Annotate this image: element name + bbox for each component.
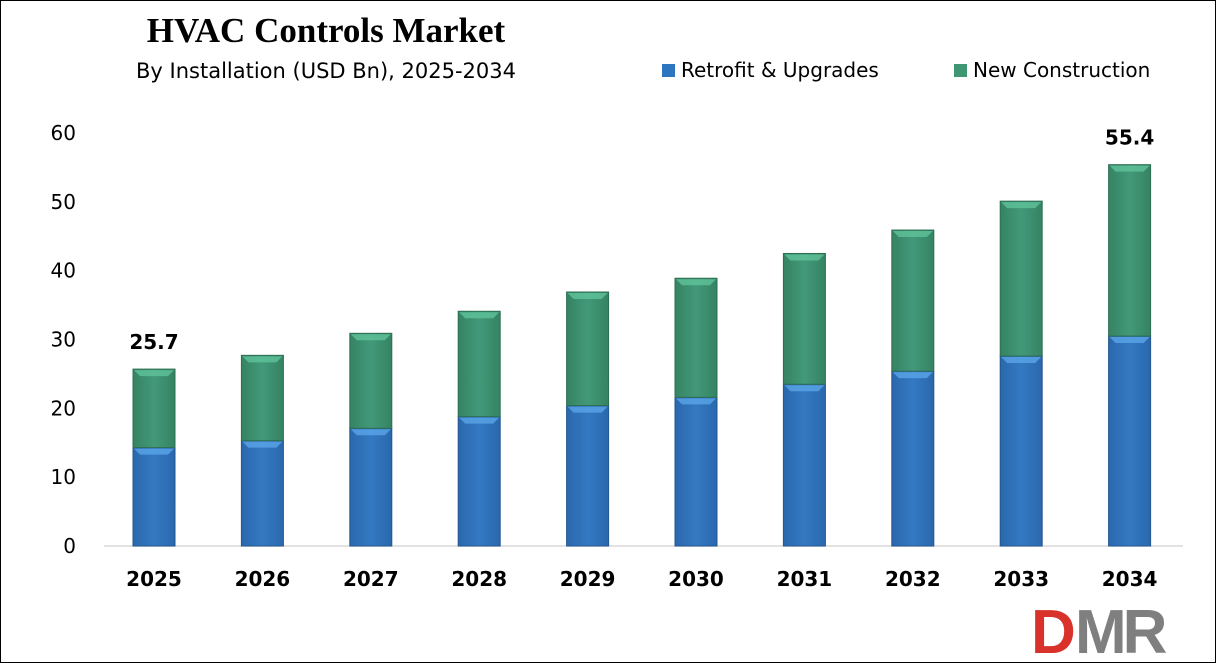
bar-retrofit-2029 [566,405,610,547]
legend-label-retrofit: Retrofit & Upgrades [681,58,879,82]
bar-bevel-2032 [892,372,933,379]
y-tick-label: 10 [51,465,76,489]
bar-bevel-2026 [242,356,283,363]
bar-new-construction-2025 [132,368,176,449]
svg-text:D: D [1031,598,1074,662]
bar-bevel-2032 [892,231,933,238]
y-tick-label: 0 [63,534,76,558]
bar-bevel-2028 [459,417,500,424]
bar-bevel-2034 [1109,165,1150,172]
bar-retrofit-2025 [132,447,176,547]
bar-bevel-2028 [459,312,500,319]
bar-bevel-2027 [350,334,391,341]
legend-swatch-retrofit [662,63,675,77]
bar-bevel-2029 [567,293,608,300]
bar-new-construction-2029 [566,291,610,407]
dmr-logo: D MR [1031,598,1171,662]
bar-bevel-2031 [784,385,825,392]
bar-bevel-2029 [567,406,608,413]
bar-new-construction-2033 [999,200,1043,357]
legend-item-new-construction: New Construction [954,58,1150,82]
legend-item-retrofit: Retrofit & Upgrades [662,58,879,82]
x-tick-label: 2027 [343,567,399,591]
chart-subtitle: By Installation (USD Bn), 2025-2034 [136,59,516,83]
bar-bevel-2034 [1109,337,1150,344]
x-tick-label: 2031 [777,567,833,591]
bar-new-construction-2031 [782,252,826,385]
bar-new-construction-2028 [457,310,501,418]
bar-retrofit-2033 [999,355,1043,547]
bar-retrofit-2026 [240,440,284,547]
bar-new-construction-2030 [674,277,718,398]
bar-retrofit-2031 [782,383,826,547]
y-tick-label: 50 [51,190,76,214]
x-tick-label: 2032 [885,567,941,591]
bar-retrofit-2032 [891,370,935,547]
legend-swatch-new-construction [954,63,967,77]
chart-title: HVAC Controls Market [146,11,506,50]
bar-new-construction-2034 [1108,164,1152,337]
bar-bevel-2033 [1001,357,1042,364]
y-tick-label: 30 [51,328,76,352]
bar-retrofit-2030 [674,396,718,547]
x-tick-label: 2028 [451,567,507,591]
legend-label-new-construction: New Construction [973,58,1151,82]
bar-bevel-2025 [134,370,174,377]
x-tick-label: 2030 [668,567,724,591]
bar-bevel-2031 [784,254,825,261]
bar-new-construction-2026 [240,354,284,442]
bar-bevel-2033 [1001,202,1042,209]
bar-bevel-2027 [350,429,391,436]
bar-new-construction-2027 [349,332,393,429]
x-tick-label: 2034 [1102,567,1158,591]
bar-retrofit-2027 [349,427,393,547]
data-label-2034: 55.4 [1105,126,1154,150]
x-tick-label: 2025 [126,567,182,591]
y-tick-label: 40 [51,259,76,283]
bar-retrofit-2028 [457,416,501,547]
y-tick-label: 60 [51,121,76,145]
x-tick-label: 2029 [560,567,616,591]
data-label-2025: 25.7 [129,330,178,354]
svg-text:MR: MR [1075,598,1167,662]
bar-bevel-2026 [242,441,283,448]
x-tick-label: 2033 [993,567,1049,591]
bar-bevel-2025 [134,448,174,455]
x-tick-label: 2026 [235,567,291,591]
y-tick-label: 20 [51,396,76,420]
bar-new-construction-2032 [891,229,935,372]
bar-bevel-2030 [676,398,716,405]
bar-bevel-2030 [676,279,716,286]
bar-retrofit-2034 [1108,335,1152,547]
